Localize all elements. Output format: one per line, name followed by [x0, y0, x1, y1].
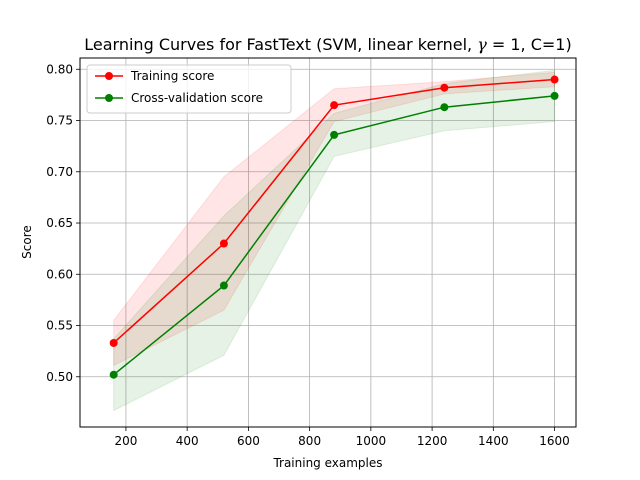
y-tick-label: 0.70 [46, 165, 73, 179]
x-axis-ticks: 200 400 600 800 1000 1200 1400 1600 [114, 427, 570, 448]
y-tick-label: 0.80 [46, 62, 73, 76]
x-tick-label: 200 [114, 434, 137, 448]
legend-marker-training [105, 72, 113, 80]
point-cross-validation [440, 103, 449, 112]
y-tick-label: 0.60 [46, 267, 73, 281]
chart-title: Learning Curves for FastText (SVM, linea… [84, 35, 571, 54]
point-cross-validation [219, 281, 228, 290]
point-cross-validation [550, 91, 559, 100]
score-bands [113, 69, 556, 412]
chart-title-gamma: γ [477, 35, 487, 54]
chart-title-text-start: Learning Curves for FastText (SVM, linea… [84, 35, 477, 54]
point-cross-validation [109, 370, 118, 379]
y-tick-label: 0.50 [46, 370, 73, 384]
point-training [330, 101, 339, 110]
y-tick-label: 0.65 [46, 216, 73, 230]
point-training [550, 75, 559, 84]
x-tick-label: 1400 [478, 434, 509, 448]
legend-label-training: Training score [130, 69, 214, 83]
x-tick-label: 600 [237, 434, 260, 448]
x-tick-label: 1200 [417, 434, 448, 448]
y-tick-label: 0.75 [46, 114, 73, 128]
x-axis-label: Training examples [272, 456, 382, 470]
x-tick-label: 400 [176, 434, 199, 448]
y-tick-label: 0.55 [46, 319, 73, 333]
point-training [440, 83, 449, 92]
chart-title-text-end: = 1, C=1) [487, 35, 572, 54]
point-training [109, 338, 118, 347]
y-axis-label: Score [20, 225, 34, 259]
x-tick-label: 1000 [356, 434, 387, 448]
score-points [109, 75, 559, 379]
point-training [219, 239, 228, 248]
legend-label-cross-validation: Cross-validation score [131, 91, 263, 105]
y-axis-ticks: 0.50 0.55 0.60 0.65 0.70 0.75 0.80 [46, 62, 80, 384]
point-cross-validation [330, 130, 339, 139]
legend: Training score Cross-validation score [86, 64, 292, 114]
band-training [113, 71, 556, 367]
band-cross-validation [113, 69, 556, 412]
legend-marker-cross-validation [105, 94, 113, 102]
plot-frame [79, 57, 577, 428]
legend-box [86, 64, 292, 114]
x-tick-label: 1600 [539, 434, 570, 448]
x-tick-label: 800 [298, 434, 321, 448]
grid-lines [80, 58, 576, 427]
